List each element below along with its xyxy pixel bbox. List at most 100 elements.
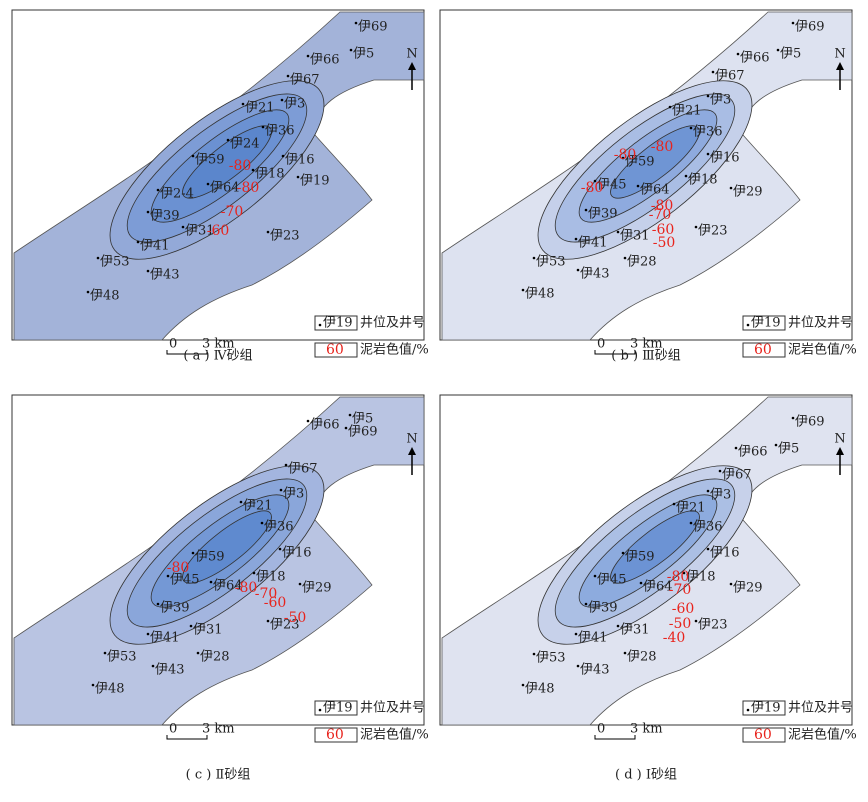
well-label: 伊64: [210, 181, 240, 196]
contour-label: -80: [237, 180, 260, 196]
well-label: 伊59: [625, 550, 655, 565]
contour: [182, 125, 272, 199]
legend-well-text: 井位及井号: [788, 701, 853, 716]
well-label: 伊43: [580, 663, 610, 678]
well-dot: [296, 175, 300, 179]
well-dot: [226, 138, 230, 142]
legend-well-sample: 伊19: [751, 701, 781, 716]
well-dot: [574, 237, 578, 241]
well-label: 伊18: [686, 570, 716, 585]
well-label: 伊48: [525, 682, 555, 697]
well-dot: [576, 268, 580, 272]
well-label: 伊67: [290, 73, 320, 88]
well-dot: [706, 94, 710, 98]
well-dot: [266, 230, 270, 234]
well-dot: [91, 683, 95, 687]
well-dot: [694, 619, 698, 623]
well-label: 伊53: [107, 650, 137, 665]
contour-label: -80: [667, 569, 690, 585]
well-label: 伊18: [688, 173, 718, 188]
well-dot: [668, 105, 672, 109]
legend-well-text: 井位及井号: [360, 701, 425, 716]
well-label: 伊3: [283, 487, 304, 502]
well-dot: [284, 463, 288, 467]
well-dot: [706, 547, 710, 551]
legend-well-box: [742, 315, 786, 331]
contour-label: -50: [669, 616, 692, 632]
legend-contour-box: [314, 727, 358, 743]
legend-well-sample: 伊19: [751, 316, 781, 331]
panel-caption: ( c ) Ⅱ砂组: [186, 768, 251, 783]
well-dot: [280, 98, 284, 102]
well-dot: [593, 574, 597, 578]
well-dot: [286, 74, 290, 78]
well-dot: [736, 52, 740, 56]
contour-label: -70: [669, 582, 692, 598]
well-label: 伊45: [170, 573, 200, 588]
well-dot: [584, 602, 588, 606]
well-dot: [166, 574, 170, 578]
well-dot: [623, 256, 627, 260]
legend-well-box: [314, 315, 358, 331]
map-panel: N 0 3 km 伊19 井位及井号 60 泥岩色值/%: [11, 394, 429, 743]
contour-label: -80: [614, 147, 637, 163]
well-label: 伊29: [733, 185, 763, 200]
legend-well-text: 井位及井号: [788, 316, 853, 331]
well-label: 伊36: [693, 520, 723, 535]
scale-zero: 0: [597, 337, 605, 352]
well-dot: [146, 269, 150, 273]
well-label: 伊23: [270, 618, 300, 633]
well-label: 伊21: [245, 101, 275, 116]
well-dot: [711, 70, 715, 74]
legend-well-box: [314, 700, 358, 716]
well-label: 伊29: [733, 581, 763, 596]
legend-contour-text: 泥岩色值/%: [788, 342, 857, 358]
well-dot: [209, 580, 213, 584]
well-label: 伊24: [230, 137, 260, 152]
scale-zero: 0: [169, 337, 177, 352]
well-label: 伊48: [525, 287, 555, 302]
well-dot: [593, 179, 597, 183]
well-label: 伊64: [643, 580, 673, 595]
well-label: 伊3: [710, 488, 731, 503]
contour-label: -80: [235, 580, 258, 596]
well-dot: [682, 571, 686, 575]
well-dot: [181, 225, 185, 229]
well-label: 伊69: [348, 425, 378, 440]
contour: [182, 510, 272, 584]
well-label: 伊31: [193, 623, 223, 638]
well-label: 伊3: [710, 93, 731, 108]
legend-contour-box: [742, 727, 786, 743]
well-dot: [146, 632, 150, 636]
scale-length: 3 km: [202, 337, 235, 352]
well-label: 伊18: [256, 570, 286, 585]
well-dot: [252, 571, 256, 575]
well-dot: [521, 288, 525, 292]
well-label: 伊16: [282, 546, 312, 561]
well-label: 伊39: [588, 601, 618, 616]
well-label: 伊5: [780, 47, 801, 62]
well-label: 伊21: [672, 104, 702, 119]
well-dot: [689, 126, 693, 130]
well-label: 伊59: [195, 550, 225, 565]
well-label: 伊39: [150, 209, 180, 224]
scale-bar: [166, 735, 208, 740]
well-label: 伊48: [95, 682, 125, 697]
contour-label: -40: [663, 630, 686, 646]
scale-zero: 0: [169, 722, 177, 737]
well-label: 伊31: [620, 229, 650, 244]
legend-contour-sample: 60: [326, 342, 344, 358]
well-label: 伊19: [300, 174, 330, 189]
well-label: 伊21: [676, 501, 706, 516]
well-dot: [776, 48, 780, 52]
well-dot: [729, 186, 733, 190]
well-dot: [521, 683, 525, 687]
well-dot: [278, 547, 282, 551]
well-label: 伊23: [698, 618, 728, 633]
well-dot: [584, 208, 588, 212]
well-dot: [636, 184, 640, 188]
well-label: 伊29: [302, 581, 332, 596]
well-label: 伊16: [285, 153, 315, 168]
legend-contour-box: [742, 342, 786, 358]
well-label: 伊53: [100, 255, 130, 270]
